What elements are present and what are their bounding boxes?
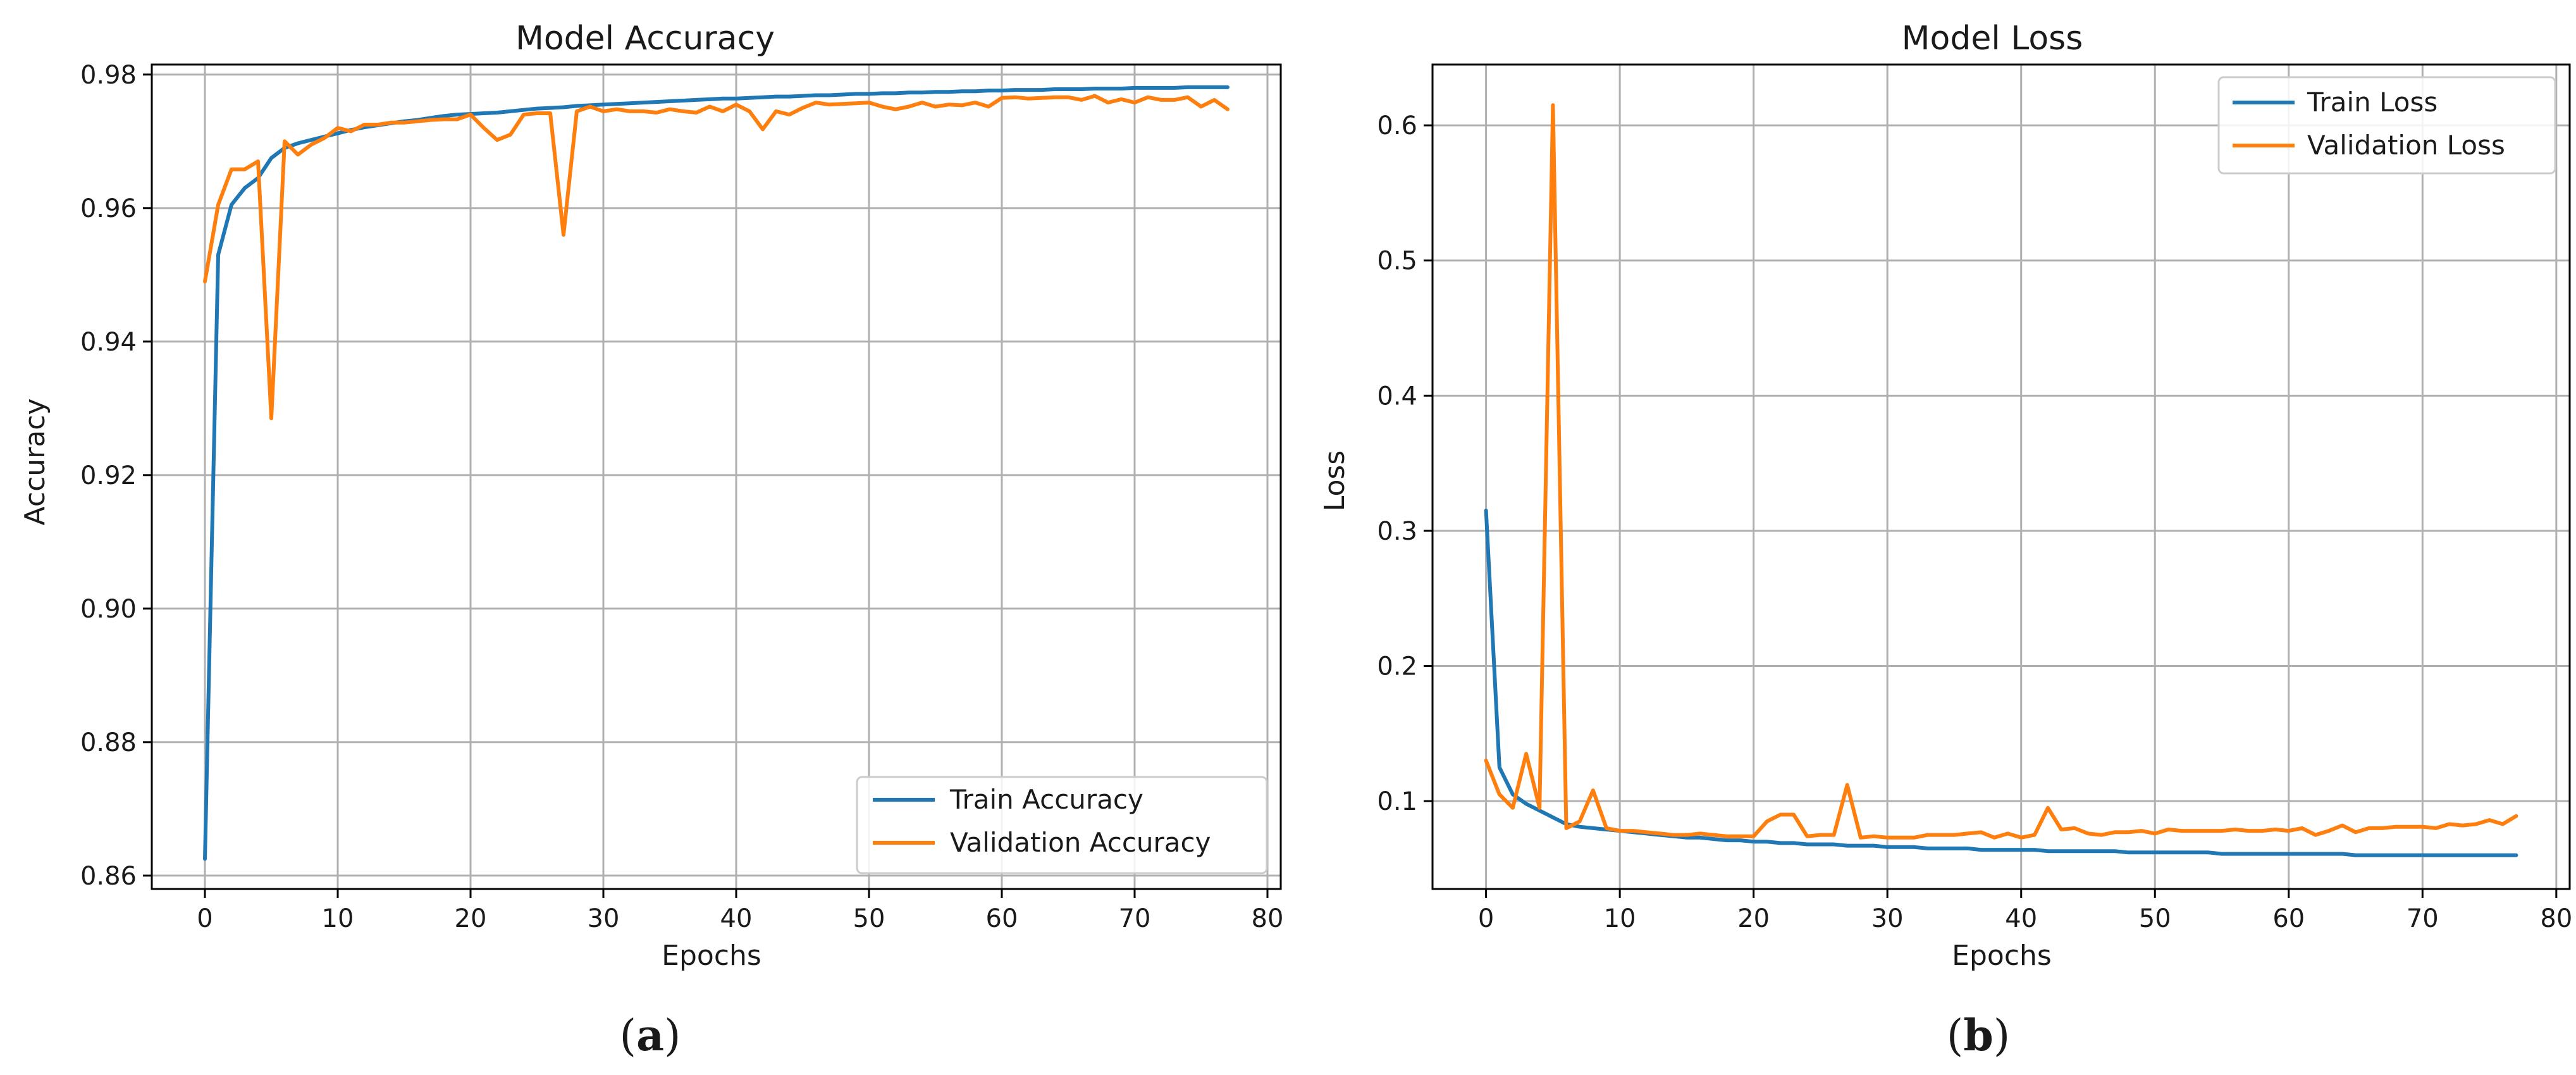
accuracy-ytick-label: 0.94 bbox=[80, 328, 137, 357]
accuracy-xlabel: Epochs bbox=[662, 940, 761, 972]
loss-xtick-label: 0 bbox=[1478, 904, 1494, 933]
accuracy-ytick-label: 0.98 bbox=[80, 61, 137, 90]
accuracy-legend-label-train: Train Accuracy bbox=[949, 784, 1143, 815]
loss-xtick-label: 70 bbox=[2407, 904, 2439, 933]
accuracy-xtick-label: 10 bbox=[322, 904, 354, 933]
accuracy-plot-frame bbox=[151, 63, 1282, 890]
loss-ytick-label: 0.3 bbox=[1377, 517, 1417, 546]
accuracy-xtick-label: 60 bbox=[986, 904, 1018, 933]
loss-panel: Model Loss Loss Epochs 0 10 20 30 40 50 60 70 80… bbox=[1319, 20, 2572, 972]
loss-legend: Train Loss Validation Loss bbox=[2217, 76, 2556, 175]
accuracy-xtick-label: 30 bbox=[588, 904, 620, 933]
loss-ticks: 0 10 20 30 40 50 60 70 80 0.1 0.2 0.3 0.4 0.5 0.6 bbox=[1377, 111, 2572, 933]
accuracy-series-validation-line bbox=[203, 94, 1229, 421]
loss-series bbox=[1484, 103, 2518, 857]
accuracy-ytick-label: 0.88 bbox=[80, 728, 137, 757]
loss-ytick-label: 0.1 bbox=[1377, 787, 1417, 816]
caption-a-letter: a bbox=[636, 1010, 664, 1061]
accuracy-xtick-label: 40 bbox=[720, 904, 753, 933]
loss-series-validation-line bbox=[1484, 103, 2518, 840]
loss-xtick-label: 20 bbox=[1737, 904, 1770, 933]
caption-a: (a) bbox=[619, 1010, 681, 1061]
accuracy-legend-box bbox=[856, 776, 1268, 874]
accuracy-grid bbox=[152, 65, 1281, 889]
loss-series-train-line bbox=[1484, 508, 2518, 857]
loss-xtick-label: 10 bbox=[1604, 904, 1636, 933]
loss-title: Model Loss bbox=[1902, 20, 2083, 58]
accuracy-legend-label-validation: Validation Accuracy bbox=[950, 827, 1211, 858]
caption-b: (b) bbox=[1947, 1010, 2011, 1061]
loss-xtick-label: 60 bbox=[2272, 904, 2305, 933]
accuracy-ylabel: Accuracy bbox=[19, 399, 51, 526]
loss-xlabel: Epochs bbox=[1952, 940, 2052, 972]
accuracy-legend: Train Accuracy Validation Accuracy bbox=[856, 776, 1268, 874]
loss-ytick-label: 0.6 bbox=[1377, 111, 1417, 140]
accuracy-ytick-label: 0.92 bbox=[80, 461, 137, 490]
loss-ytick-label: 0.5 bbox=[1377, 247, 1417, 276]
loss-ytick-label: 0.4 bbox=[1377, 382, 1417, 411]
loss-legend-box bbox=[2217, 76, 2556, 175]
loss-xtick-label: 80 bbox=[2540, 904, 2572, 933]
loss-ytick-label: 0.2 bbox=[1377, 652, 1417, 681]
caption-b-letter: b bbox=[1963, 1010, 1994, 1061]
accuracy-ticks: 0 10 20 30 40 50 60 70 80 0.86 0.88 0.90 0.92 0.94 0.9… bbox=[80, 61, 1284, 933]
accuracy-ytick-label: 0.96 bbox=[80, 194, 137, 223]
accuracy-xtick-label: 50 bbox=[853, 904, 885, 933]
accuracy-ytick-label: 0.86 bbox=[80, 862, 137, 891]
loss-xtick-label: 50 bbox=[2139, 904, 2171, 933]
accuracy-xtick-label: 80 bbox=[1252, 904, 1284, 933]
loss-xtick-label: 40 bbox=[2005, 904, 2037, 933]
accuracy-xtick-label: 0 bbox=[197, 904, 213, 933]
accuracy-series bbox=[203, 85, 1229, 861]
loss-ylabel: Loss bbox=[1319, 451, 1351, 512]
accuracy-ytick-label: 0.90 bbox=[80, 595, 137, 624]
loss-legend-label-validation: Validation Loss bbox=[2307, 130, 2505, 161]
loss-grid bbox=[1433, 65, 2570, 889]
accuracy-xtick-label: 70 bbox=[1119, 904, 1151, 933]
accuracy-series-train-line bbox=[203, 85, 1229, 861]
loss-legend-label-train: Train Loss bbox=[2307, 87, 2437, 118]
accuracy-title: Model Accuracy bbox=[515, 20, 775, 58]
accuracy-panel: Model Accuracy Accuracy Epochs 0 10 20 30 40… bbox=[19, 20, 1283, 972]
accuracy-xtick-label: 20 bbox=[455, 904, 487, 933]
loss-xtick-label: 30 bbox=[1871, 904, 1904, 933]
loss-plot-frame bbox=[1431, 63, 2571, 890]
